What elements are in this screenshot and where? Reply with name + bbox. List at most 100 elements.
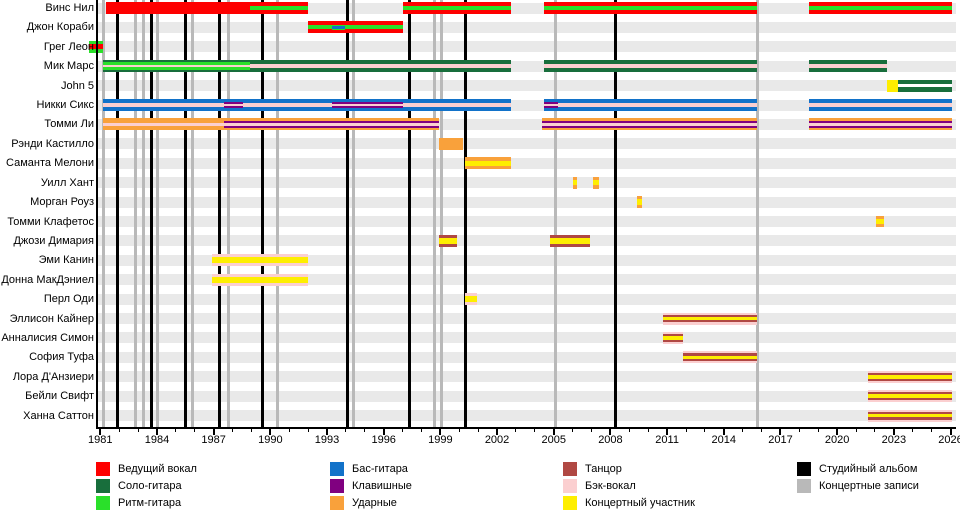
bar-stripe-maroon [663,314,757,317]
bar-stripe-blue [808,99,953,104]
bar-stripe-yellow [875,218,885,225]
live-recording-line [351,0,355,427]
member-label: Лора Д'Анзиери [12,370,94,383]
bar-stripe-pink [868,370,953,373]
member-label: Саманта Мелони [6,157,94,170]
x-axis-minor-tick [817,429,819,432]
bar-stripe-darkgreen [103,60,250,63]
bar-stripe-purple [542,121,757,124]
row-stripe [97,274,956,286]
legend-swatch-red [96,462,110,476]
timeline-bar [887,79,898,92]
bar-stripe-red [544,2,757,6]
bar-stripe-brightgreen [402,6,512,10]
x-axis-minor-tick [591,429,593,432]
x-axis-major-tick [212,429,215,435]
bar-stripe-blue [242,106,332,112]
bar-stripe-orange [224,118,440,122]
bar-stripe-orange [542,127,757,131]
bar-stripe-brightgreen [103,67,250,71]
timeline-bar [636,196,642,209]
bar-stripe-purple [542,125,757,128]
bar-stripe-yellow [211,276,309,283]
row-stripe [97,41,956,53]
bar-stripe-orange [439,137,464,150]
bar-stripe-purple [224,125,440,128]
timeline-bar [897,79,953,92]
bar-stripe-red [308,29,332,34]
timeline-bar [544,60,757,73]
bar-stripe-maroon [663,339,684,342]
bar-stripe-blue [544,108,558,112]
bar-stripe-pink [103,65,250,68]
x-axis-minor-tick [458,429,460,432]
live-recording-line [227,0,231,427]
timeline-bar [331,99,403,112]
bar-stripe-pink [464,301,478,306]
member-label: Винс Нил [45,2,94,14]
x-axis-tick-label: 1984 [144,434,170,446]
timeline-bar [875,215,885,228]
timeline-bar [103,99,225,112]
x-axis-minor-tick [250,429,252,432]
bar-stripe-red [808,10,953,14]
live-recording-line [433,0,437,427]
bar-stripe-darkgreen [103,70,250,73]
bar-stripe-purple [808,125,953,128]
studio-album-line [464,0,468,427]
bar-stripe-pink [808,123,953,126]
bar-stripe-red [344,29,403,34]
legend-swatch-black [797,462,811,476]
bar-stripe-brightgreen [331,24,345,27]
bar-stripe-blue [808,106,953,112]
bar-stripe-yellow [663,316,757,321]
row-stripe [97,371,956,383]
live-recording-line [101,0,105,427]
bar-stripe-blue [331,26,345,29]
live-recording-line [133,0,137,427]
timeline-bar [808,60,888,73]
studio-album-line [183,0,187,427]
y-axis-line [96,0,98,428]
row-stripe [97,21,956,33]
bar-stripe-red [331,30,345,34]
x-axis-minor-tick [798,429,800,432]
member-label: Морган Роуз [30,196,94,209]
bar-stripe-brightgreen [808,6,953,10]
bar-stripe-darkgreen [249,60,512,65]
bar-stripe-brightgreen [308,25,332,30]
row-stripe [97,157,956,169]
bar-stripe-brightgreen [331,28,345,31]
bar-stripe-yellow [663,336,684,340]
bar-stripe-orange [593,176,600,180]
bar-stripe-blue [224,108,243,112]
bar-stripe-red [308,21,332,26]
bar-stripe-pink [544,64,757,69]
bar-stripe-pink [211,273,309,277]
x-axis-minor-tick [685,429,687,432]
bar-stripe-red [544,10,757,14]
bar-stripe-orange [875,224,885,228]
x-axis-major-tick [552,429,555,435]
row-stripe [97,196,956,208]
x-axis-minor-tick [704,429,706,432]
bar-stripe-yellow [868,394,953,399]
timeline-bar [224,118,440,131]
bar-stripe-orange [808,118,953,122]
bar-stripe-orange [224,127,440,131]
bar-stripe-pink [224,123,440,126]
x-axis-minor-tick [534,429,536,432]
member-label: Джон Кораби [26,21,94,34]
studio-album-line [115,0,119,427]
timeline-bar [402,2,512,14]
timeline-bar [211,273,309,286]
timeline-bar [544,99,558,112]
legend-label: Концертный участник [585,497,695,509]
timeline-bar [808,118,953,131]
bar-stripe-pink [808,64,888,69]
row-stripe [97,254,956,266]
bar-stripe-pink [211,254,309,258]
timeline-bar [344,21,403,34]
bar-stripe-maroon [549,234,590,239]
x-axis-tick-label: 2008 [598,434,623,446]
